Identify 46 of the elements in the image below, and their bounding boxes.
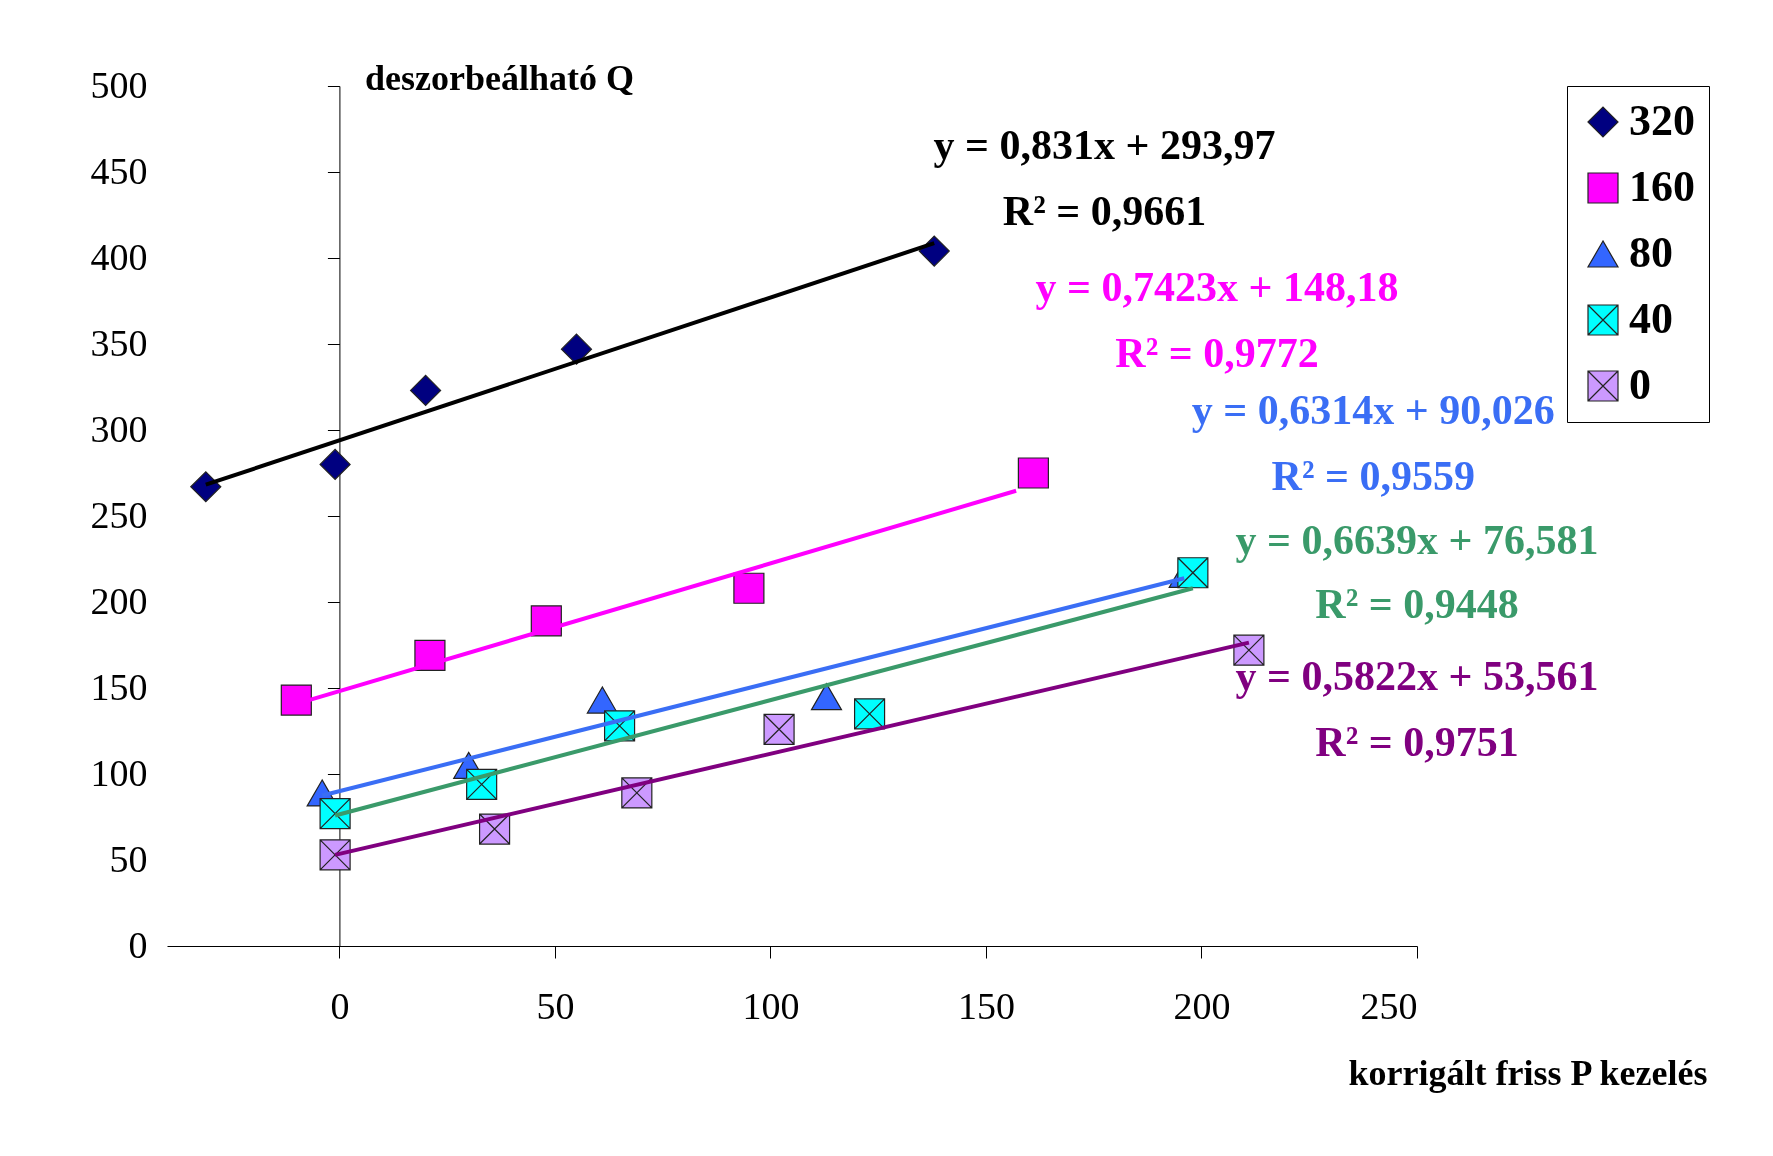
annotation: R² = 0,9661: [1002, 188, 1207, 235]
x-tick-label: 250: [1360, 984, 1418, 1027]
point: [810, 683, 843, 711]
point: [1233, 634, 1265, 666]
annotation: y = 0,5822x + 53,561: [1235, 652, 1599, 699]
y-tick-label: 300: [90, 407, 148, 450]
legend-label: 80: [1629, 228, 1673, 277]
annotation: y = 0,7423x + 148,18: [1035, 264, 1399, 311]
y-tick-label: 50: [109, 837, 148, 880]
y-tick-label: 200: [90, 579, 148, 622]
legend-label: 40: [1629, 294, 1673, 343]
y-tick-label: 500: [90, 63, 148, 106]
x-tick-label: 100: [742, 984, 800, 1027]
annotation: y = 0,6314x + 90,026: [1191, 387, 1555, 434]
annotation: R² = 0,9448: [1315, 581, 1519, 628]
point: [319, 448, 351, 480]
point: [763, 713, 795, 745]
y-tick-label: 100: [90, 751, 148, 794]
annotation: R² = 0,9772: [1115, 330, 1319, 377]
y-tick-label: 450: [90, 149, 148, 192]
y-tick-label: 150: [90, 665, 148, 708]
legend-label: 0: [1629, 360, 1651, 409]
point: [733, 572, 765, 604]
annotation: R² = 0,9751: [1315, 719, 1519, 766]
x-tick-label: 150: [957, 984, 1015, 1027]
annotation: R² = 0,9559: [1271, 453, 1475, 500]
legend-label: 320: [1629, 96, 1695, 145]
point: [280, 684, 312, 716]
point: [586, 686, 618, 714]
point: [410, 374, 442, 407]
point: [853, 698, 886, 730]
annotation: y = 0,831x + 293,97: [933, 122, 1276, 169]
annotation: y = 0,6639x + 76,581: [1235, 516, 1599, 563]
y-tick-label: 400: [90, 235, 148, 278]
point: [190, 471, 222, 503]
x-tick-label: 0: [330, 984, 350, 1027]
x-axis-title: korrigált friss P kezelés: [1348, 1052, 1708, 1093]
x-tick-label: 50: [536, 984, 575, 1027]
legend-label: 160: [1629, 162, 1695, 211]
y-tick-label: 250: [90, 493, 148, 536]
y-tick-label: 350: [90, 321, 148, 364]
point: [560, 333, 593, 365]
point: [1017, 457, 1049, 489]
x-tick-label: 200: [1173, 984, 1231, 1027]
y-axis-title: deszorbeálható Q: [364, 57, 634, 98]
y-tick-label: 0: [128, 923, 148, 966]
